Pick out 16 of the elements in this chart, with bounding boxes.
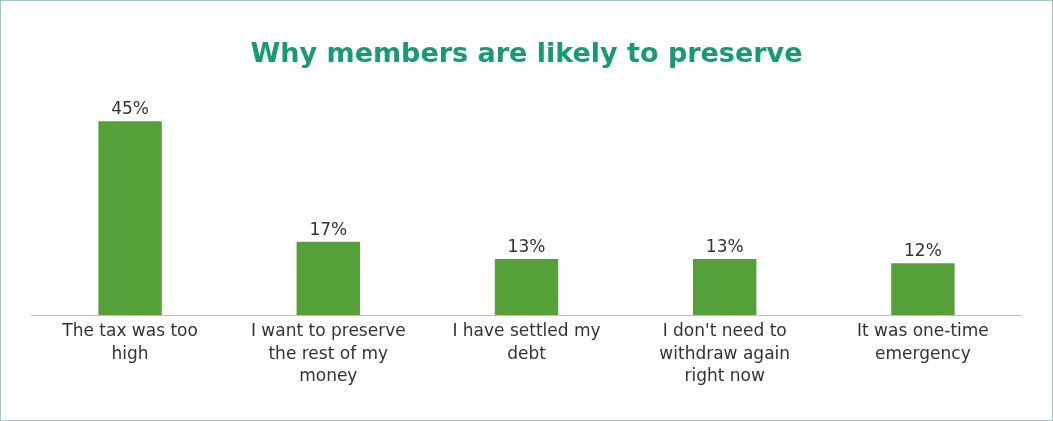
x-tick-label: It was one-time emergency [856,320,989,363]
bar [98,121,162,315]
chart-title: Why members are likely to preserve [250,36,803,68]
bar [494,259,559,315]
bar [692,259,757,315]
data-label: 17% [309,218,348,239]
x-tick-label: I have settled my debt [452,320,601,363]
data-label: 13% [705,236,744,257]
x-tick-label: I don't need to withdraw again right now [659,320,791,385]
x-tick-label: I want to preserve the rest of my money [250,320,406,385]
bar [891,263,955,315]
data-label: 13% [507,236,546,257]
x-tick-label: The tax was too high [61,320,198,363]
bar [296,241,361,315]
data-label: 12% [904,240,942,261]
data-label: 45% [111,98,149,119]
